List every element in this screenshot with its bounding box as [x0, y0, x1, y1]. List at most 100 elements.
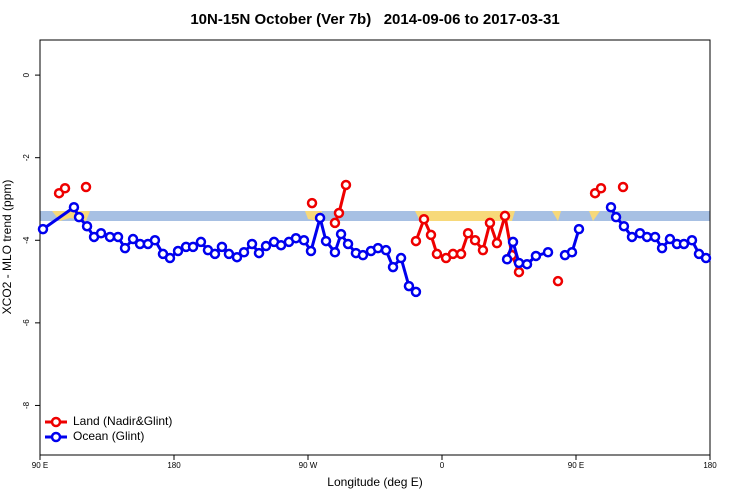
point — [340, 179, 352, 191]
point — [410, 235, 422, 247]
point — [68, 201, 80, 213]
point — [223, 248, 235, 260]
point — [195, 236, 207, 248]
x-axis-label: Longitude (deg E) — [327, 475, 422, 489]
point — [119, 242, 131, 254]
point — [649, 231, 661, 243]
point — [260, 240, 272, 252]
point — [290, 232, 302, 244]
point — [403, 280, 415, 292]
legend-label: Land (Nadir&Glint) — [73, 414, 172, 428]
point — [306, 197, 318, 209]
x-tick-label: 0 — [440, 461, 445, 470]
y-tick-label: -2 — [22, 154, 31, 162]
mask-land — [552, 211, 561, 221]
point — [656, 242, 668, 254]
point — [462, 228, 474, 239]
point — [530, 250, 542, 262]
point — [246, 238, 258, 250]
x-tick-label: 90 E — [32, 461, 48, 470]
point — [387, 261, 399, 273]
point — [80, 181, 92, 193]
point — [431, 248, 443, 260]
point — [372, 242, 384, 254]
point — [605, 201, 617, 213]
point — [491, 237, 503, 249]
point — [501, 254, 513, 265]
point — [95, 228, 107, 239]
x-tick-label: 180 — [703, 461, 717, 470]
y-tick-label: -8 — [22, 401, 31, 409]
point — [73, 211, 85, 223]
point — [595, 182, 607, 194]
point — [380, 244, 392, 256]
point — [700, 252, 712, 264]
point — [521, 258, 533, 270]
point — [320, 235, 332, 247]
point — [37, 223, 49, 235]
point — [617, 181, 629, 193]
point — [127, 233, 139, 245]
point — [216, 241, 228, 253]
mask-land — [589, 211, 600, 221]
point — [238, 246, 250, 258]
point — [418, 213, 430, 225]
point — [335, 228, 347, 240]
point — [187, 241, 199, 253]
y-tick-label: -4 — [22, 236, 31, 244]
point — [469, 235, 481, 246]
point — [499, 210, 511, 222]
point — [573, 223, 585, 235]
point — [333, 207, 345, 219]
point — [81, 220, 93, 232]
point — [455, 248, 467, 260]
point — [484, 217, 496, 229]
point — [314, 212, 326, 224]
y-tick-label: 0 — [22, 72, 31, 77]
point — [253, 247, 265, 259]
point — [112, 231, 124, 243]
point — [664, 233, 676, 245]
x-tick-label: 180 — [167, 461, 181, 470]
legend-marker — [50, 416, 62, 428]
point — [329, 246, 341, 258]
point — [513, 266, 525, 278]
chart-title: 10N-15N October (Ver 7b) 2014-09-06 to 2… — [190, 11, 559, 28]
point — [395, 252, 407, 264]
point — [59, 182, 71, 194]
point — [566, 246, 578, 258]
point — [149, 235, 161, 246]
legend-label: Ocean (Glint) — [73, 429, 144, 443]
point — [686, 235, 698, 246]
point — [164, 252, 176, 264]
land-mask — [40, 211, 710, 221]
y-axis-label: XCO2 - MLO trend (ppm) — [0, 180, 14, 315]
point — [305, 245, 317, 257]
point — [410, 286, 422, 298]
point — [231, 251, 243, 263]
point — [477, 244, 489, 256]
point — [172, 245, 184, 257]
mask-band — [40, 211, 710, 221]
point — [425, 229, 437, 241]
plot-frame — [39, 39, 711, 456]
point — [342, 238, 354, 250]
point — [298, 235, 310, 246]
x-tick-label: 90 E — [568, 461, 584, 470]
point — [626, 231, 638, 243]
point — [507, 236, 519, 248]
y-tick-label: -6 — [22, 319, 31, 327]
x-tick-label: 90 W — [299, 461, 318, 470]
point — [610, 211, 622, 223]
point — [618, 220, 630, 232]
point — [209, 248, 221, 260]
point — [357, 249, 369, 261]
point — [552, 275, 564, 287]
point — [513, 257, 525, 269]
legend-marker — [50, 431, 62, 443]
point — [329, 217, 341, 229]
point — [678, 238, 690, 250]
point — [542, 246, 554, 258]
